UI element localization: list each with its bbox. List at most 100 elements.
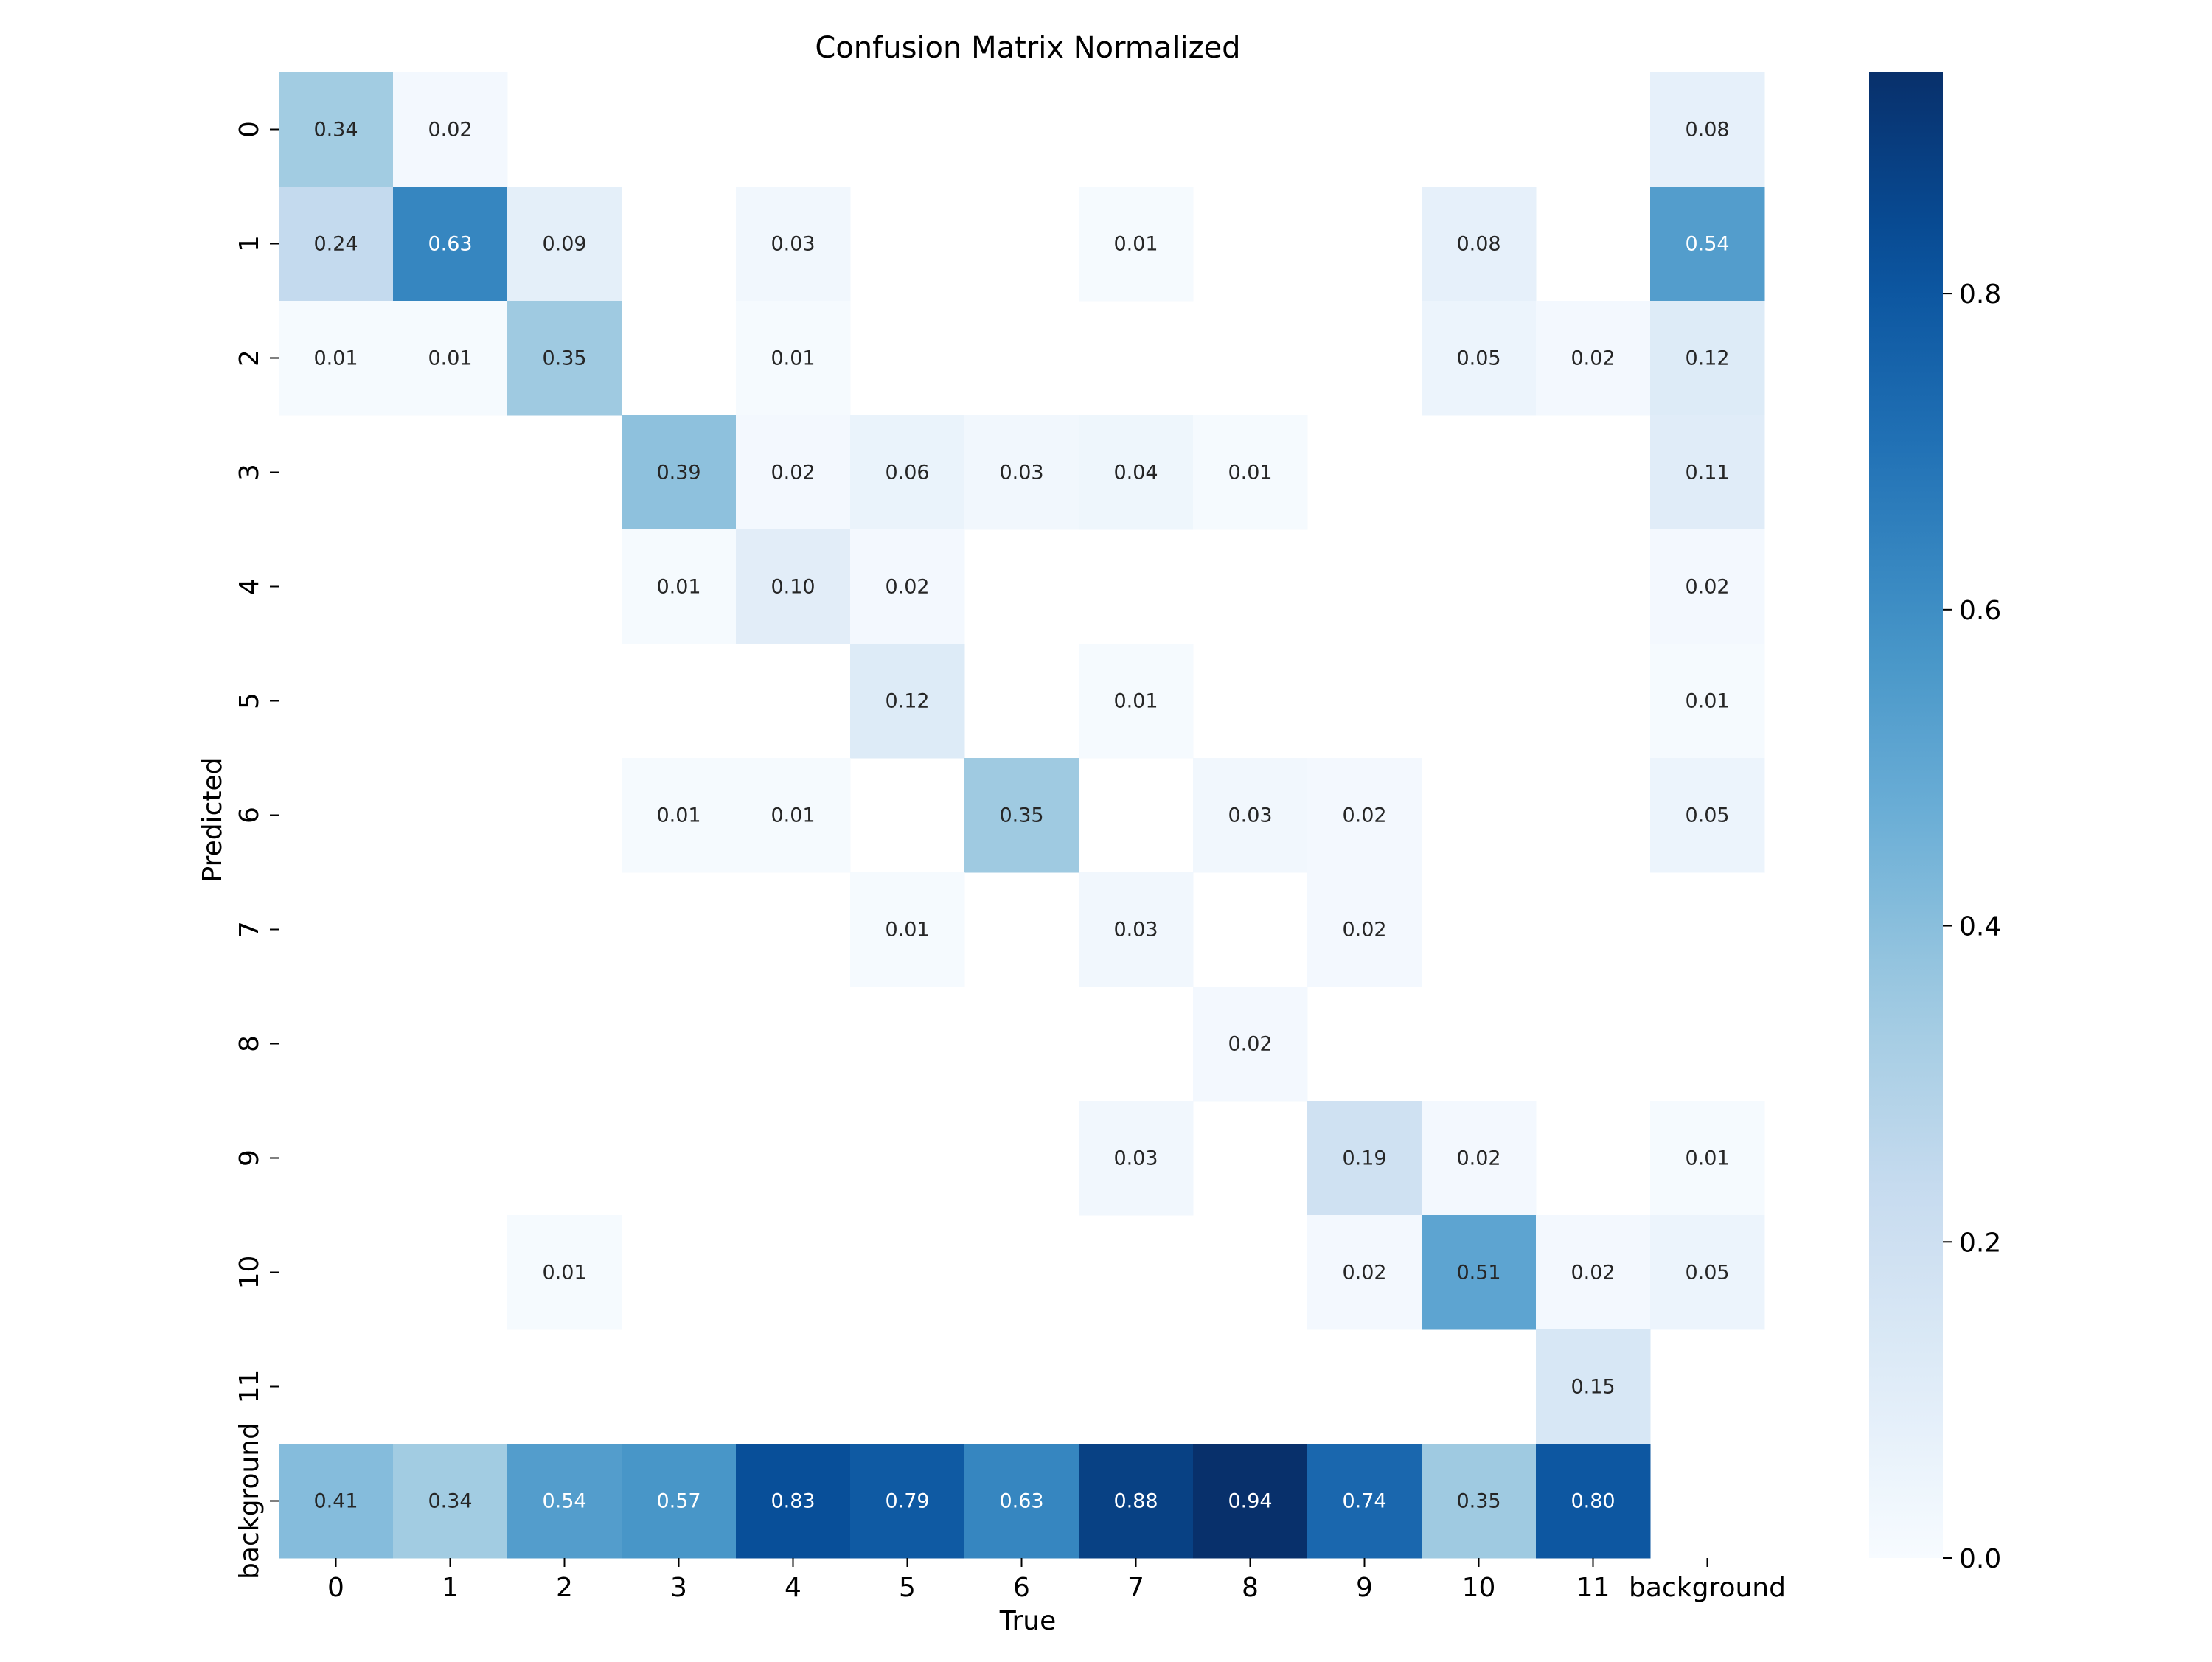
cell-value-label: 0.05 [1685, 1262, 1729, 1284]
cell-value-label: 0.01 [1113, 690, 1158, 713]
cell-value-label: 0.08 [1685, 119, 1729, 142]
heatmap-cell [279, 1444, 394, 1559]
cell-value-label: 0.02 [1456, 1147, 1500, 1170]
cell-value-label: 0.05 [1456, 347, 1500, 370]
y-axis-ticks: 0 1 2 3 4 5 6 7 8 9 10 11 background [234, 121, 279, 1579]
x-axis-label: True [999, 1606, 1056, 1636]
cell-value-label: 0.02 [428, 119, 472, 142]
y-tick-label: 2 [234, 350, 265, 366]
cell-value-label: 0.01 [313, 347, 358, 370]
cell-value-label: 0.08 [1456, 233, 1500, 256]
x-tick-label: 6 [1013, 1573, 1030, 1603]
cell-value-label: 0.54 [1685, 233, 1729, 256]
cell-value-label: 0.05 [1685, 804, 1729, 827]
heatmap-cell [964, 415, 1079, 530]
cell-value-label: 0.10 [771, 576, 815, 599]
y-tick-label: 1 [234, 235, 265, 252]
cell-value-label: 0.24 [313, 233, 358, 256]
heatmap-cell [1536, 1444, 1651, 1559]
cell-value-label: 0.80 [1571, 1490, 1615, 1513]
heatmap-cell [507, 301, 622, 416]
cell-value-label: 0.02 [771, 462, 815, 484]
cell-value-label: 0.03 [771, 233, 815, 256]
cell-value-label: 0.02 [1571, 1262, 1615, 1284]
cell-value-label: 0.35 [542, 347, 586, 370]
heatmap-cell [736, 301, 851, 416]
cell-value-label: 0.03 [1113, 1147, 1158, 1170]
heatmap-cell [1650, 72, 1765, 187]
heatmap-cell [736, 529, 851, 644]
y-tick-label: 10 [234, 1256, 265, 1290]
heatmap-cell [393, 72, 508, 187]
cell-value-label: 0.15 [1571, 1376, 1615, 1399]
heatmap-cell [279, 301, 394, 416]
cell-value-label: 0.01 [542, 1262, 586, 1284]
chart-title: Confusion Matrix Normalized [815, 31, 1240, 65]
cell-value-label: 0.02 [1342, 919, 1386, 942]
colorbar-tick-label: 0.2 [1959, 1228, 2001, 1258]
x-tick-label: 2 [556, 1573, 573, 1603]
heatmap-cell [1422, 1215, 1537, 1330]
colorbar-gradient [1869, 72, 1943, 1558]
colorbar-tick-label: 0.8 [1959, 279, 2001, 310]
y-tick-label: 7 [234, 921, 265, 938]
heatmap-cell [964, 1444, 1079, 1559]
x-tick-label: background [1629, 1573, 1786, 1603]
heatmap-cell [1079, 644, 1194, 759]
heatmap-cell [622, 758, 737, 873]
heatmap-cell [1536, 1329, 1651, 1444]
heatmap-cell [736, 758, 851, 873]
cell-value-label: 0.04 [1113, 462, 1158, 484]
heatmap-cell [507, 187, 622, 302]
heatmap-cell [1193, 1444, 1308, 1559]
x-tick-label: 8 [1242, 1573, 1259, 1603]
heatmap-cell-labels: 0.34 0.02 0.08 0.24 0.63 0.09 0.03 0.01 0.08 0.54… [313, 119, 1729, 1513]
heatmap-cell [1650, 758, 1765, 873]
cell-value-label: 0.01 [1228, 462, 1272, 484]
cell-value-label: 0.19 [1342, 1147, 1386, 1170]
heatmap-cell [1079, 1444, 1194, 1559]
cell-value-label: 0.79 [885, 1490, 929, 1513]
cell-value-label: 0.63 [999, 1490, 1043, 1513]
heatmap-cell [1650, 529, 1765, 644]
heatmap-cell [1422, 301, 1537, 416]
heatmap-cell [622, 1444, 737, 1559]
cell-value-label: 0.01 [428, 347, 472, 370]
cell-value-label: 0.83 [771, 1490, 815, 1513]
cell-value-label: 0.35 [999, 804, 1043, 827]
heatmap-cell [1079, 187, 1194, 302]
y-tick-label: 8 [234, 1035, 265, 1052]
heatmap-cell [622, 415, 737, 530]
heatmap-cell [279, 72, 394, 187]
heatmap-cell [850, 415, 965, 530]
cell-value-label: 0.01 [656, 576, 700, 599]
heatmap-cell [1536, 301, 1651, 416]
cell-value-label: 0.02 [1685, 576, 1729, 599]
x-tick-label: 10 [1462, 1573, 1496, 1603]
heatmap-cell [622, 529, 737, 644]
y-axis-label: Predicted [198, 758, 228, 883]
cell-value-label: 0.09 [542, 233, 586, 256]
y-tick-label: 4 [234, 578, 265, 595]
cell-value-label: 0.02 [885, 576, 929, 599]
cell-value-label: 0.03 [999, 462, 1043, 484]
colorbar-tick-label: 0.4 [1959, 912, 2001, 942]
cell-value-label: 0.41 [313, 1490, 358, 1513]
cell-value-label: 0.01 [771, 804, 815, 827]
heatmap-cell [1079, 1101, 1194, 1216]
heatmap-cell [1650, 1101, 1765, 1216]
cell-value-label: 0.12 [1685, 347, 1729, 370]
colorbar: 0.0 0.2 0.4 0.6 0.8 [1869, 72, 2001, 1574]
heatmap-cell [850, 644, 965, 759]
heatmap-cell [850, 1444, 965, 1559]
cell-value-label: 0.12 [885, 690, 929, 713]
heatmap-cell [736, 415, 851, 530]
cell-value-label: 0.54 [542, 1490, 586, 1513]
heatmap-cell [1307, 872, 1422, 987]
heatmap-cell [1422, 1101, 1537, 1216]
heatmap-cell [1307, 1215, 1422, 1330]
heatmap-cell [1650, 187, 1765, 302]
heatmap-cell [507, 1444, 622, 1559]
y-tick-label: 0 [234, 121, 265, 138]
